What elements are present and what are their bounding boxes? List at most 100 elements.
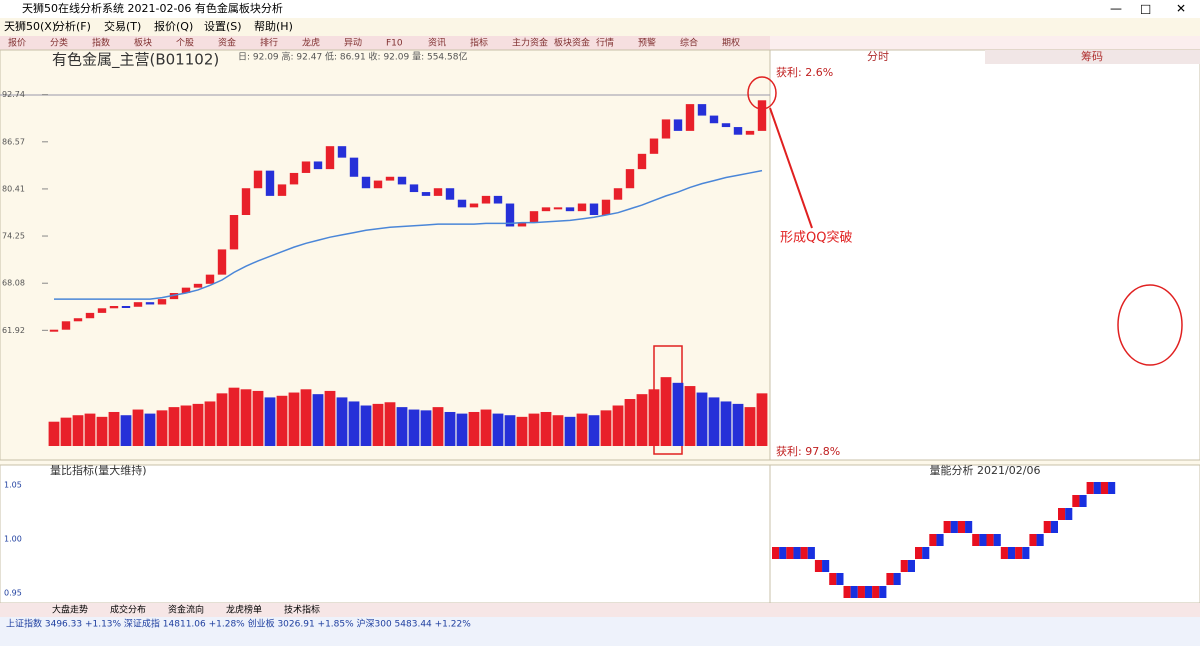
- renko-brick: [1100, 482, 1109, 494]
- renko-brick: [836, 573, 844, 585]
- candle: [673, 119, 683, 131]
- volume-bar: [360, 405, 372, 446]
- tab[interactable]: 个股: [176, 38, 194, 49]
- candle: [721, 123, 731, 128]
- tab[interactable]: 综合: [680, 37, 698, 49]
- y-tick-label: 92.74: [2, 90, 25, 99]
- volume-bar: [396, 407, 408, 446]
- tab[interactable]: 板块: [134, 37, 152, 49]
- bottom-tab[interactable]: 技术指标: [284, 604, 320, 616]
- candle: [337, 146, 347, 158]
- volume-bar: [588, 415, 600, 446]
- right-tab[interactable]: 筹码: [1081, 49, 1103, 63]
- highlight-circle: [1117, 284, 1183, 366]
- volume-bar: [84, 413, 96, 446]
- candle: [649, 138, 659, 154]
- tab[interactable]: 期权: [722, 37, 740, 49]
- menu-item[interactable]: 设置(S): [204, 20, 242, 33]
- tab-bar: [0, 36, 770, 50]
- bottom-tab[interactable]: 大盘走势: [52, 604, 88, 616]
- tab[interactable]: 分类: [50, 37, 68, 49]
- volume-bar: [540, 411, 552, 446]
- tab[interactable]: 资讯: [428, 38, 446, 49]
- volume-bar: [672, 382, 684, 446]
- volume-bar: [336, 397, 348, 446]
- volume-bar: [684, 386, 696, 446]
- tab[interactable]: 报价: [8, 37, 26, 49]
- candle: [637, 153, 647, 170]
- bottom-tab[interactable]: 资金流向: [168, 604, 204, 616]
- close[interactable]: ✕: [1176, 2, 1186, 16]
- tab[interactable]: 主力资金: [512, 37, 548, 49]
- volume-bar: [756, 393, 768, 446]
- volume-bar: [528, 413, 540, 446]
- menu-item[interactable]: 帮助(H): [254, 19, 293, 33]
- renko-brick: [1029, 534, 1037, 546]
- volume-bar: [600, 410, 612, 446]
- volume-bar: [324, 390, 336, 446]
- tab[interactable]: 指标: [470, 37, 488, 49]
- volume-bar: [348, 401, 360, 446]
- candle: [421, 192, 431, 196]
- volume-bar: [168, 407, 180, 446]
- bottom-tab[interactable]: 成交分布: [110, 604, 146, 616]
- tab[interactable]: 预警: [638, 37, 656, 49]
- volume-bar: [636, 394, 648, 446]
- menu-item[interactable]: 交易(T): [104, 19, 141, 33]
- candle: [157, 299, 167, 305]
- minimize[interactable]: —: [1110, 2, 1122, 16]
- volume-bar: [660, 377, 672, 446]
- candle: [325, 146, 335, 170]
- renko-brick: [1093, 482, 1101, 494]
- volume-bar: [156, 410, 168, 446]
- indicator-tick: 0.95: [4, 589, 22, 598]
- candle: [661, 119, 671, 139]
- volume-bar: [120, 415, 132, 446]
- candle: [361, 176, 371, 189]
- menu-item[interactable]: 报价(Q): [154, 19, 193, 33]
- right-tab[interactable]: 分时: [867, 50, 889, 63]
- volume-bar: [552, 415, 564, 446]
- chart-title: 有色金属_主营(B01102): [52, 51, 219, 70]
- candle: [709, 115, 719, 124]
- y-tick-label: 61.92: [2, 326, 25, 335]
- candle: [397, 176, 407, 185]
- menu-item[interactable]: 分析(F): [54, 19, 91, 33]
- maximize[interactable]: □: [1140, 2, 1151, 16]
- candle: [433, 188, 443, 196]
- volume-bar: [624, 399, 636, 446]
- tab[interactable]: 异动: [344, 38, 362, 49]
- candle: [409, 184, 419, 193]
- renko-brick: [814, 560, 823, 572]
- candle: [181, 287, 191, 293]
- tab[interactable]: 排行: [260, 37, 278, 49]
- bottom-tab-bar: [0, 603, 1200, 617]
- tab[interactable]: 资金: [218, 37, 236, 49]
- renko-brick: [1065, 508, 1073, 520]
- candle: [565, 207, 575, 212]
- renko-brick: [900, 560, 908, 572]
- candle: [553, 207, 563, 210]
- menu-item[interactable]: 天狮50(X): [4, 20, 56, 33]
- candle: [625, 169, 635, 189]
- candle: [145, 302, 155, 305]
- volume-bar: [504, 415, 516, 446]
- tab[interactable]: 指数: [92, 37, 110, 49]
- tab[interactable]: 龙虎: [302, 37, 320, 49]
- candle: [529, 211, 539, 223]
- tab[interactable]: F10: [386, 39, 403, 49]
- main-panel: [0, 49, 771, 461]
- chip-label: 获利: 2.6%: [776, 66, 833, 79]
- candle: [385, 176, 395, 181]
- renko-brick: [879, 586, 887, 598]
- title-bar: [0, 0, 1200, 18]
- chip-label: 获利: 97.8%: [776, 445, 840, 458]
- candle: [193, 283, 203, 288]
- candle: [613, 188, 623, 200]
- candle: [133, 302, 143, 307]
- candle: [61, 321, 71, 330]
- tab[interactable]: 行情: [596, 37, 614, 49]
- renko-brick: [779, 547, 787, 559]
- tab[interactable]: 板块资金: [554, 37, 590, 49]
- bottom-tab[interactable]: 龙虎榜单: [226, 604, 262, 616]
